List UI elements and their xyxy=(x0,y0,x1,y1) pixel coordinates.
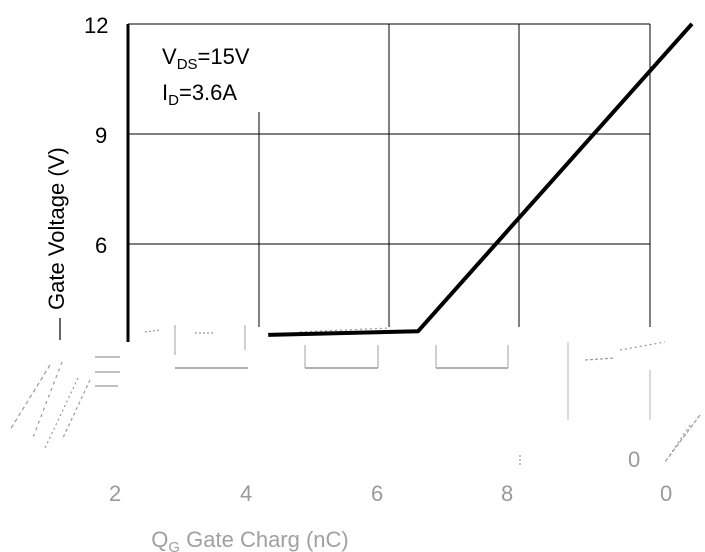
artifact-scratch xyxy=(31,361,63,441)
x-tick-label: 0 xyxy=(628,447,640,472)
id-annotation: ID=3.6A xyxy=(162,80,237,109)
gate-charge-curve xyxy=(268,22,694,337)
grid xyxy=(128,23,651,327)
artifact-scratch xyxy=(584,357,616,361)
scan-artifacts xyxy=(9,325,701,465)
x-tick-label: 2 xyxy=(109,481,121,506)
x-tick-label: 6 xyxy=(371,481,383,506)
artifact-scratch xyxy=(299,327,391,333)
artifact-scratch xyxy=(664,414,701,463)
vds-annotation: VDS=15V xyxy=(162,44,250,73)
artifact-scratch xyxy=(61,379,91,441)
y-tick-label: 12 xyxy=(84,13,108,38)
series-layer xyxy=(268,22,694,337)
y-axis-label: Gate Voltage (V) xyxy=(44,147,69,310)
artifact-scratch xyxy=(669,424,691,456)
y-tick-label: 9 xyxy=(95,123,107,148)
x-tick-label: 0 xyxy=(660,481,672,506)
artifact-scratch xyxy=(619,341,666,351)
x-tick-label: 4 xyxy=(240,481,252,506)
x-tick-label: 8 xyxy=(501,481,513,506)
x-axis-label: QG Gate Charg (nC) xyxy=(151,527,349,552)
y-tick-label: 6 xyxy=(95,233,107,258)
artifact-scratch xyxy=(9,364,51,431)
artifact-scratch xyxy=(44,377,79,449)
artifact-scratch xyxy=(144,329,161,333)
